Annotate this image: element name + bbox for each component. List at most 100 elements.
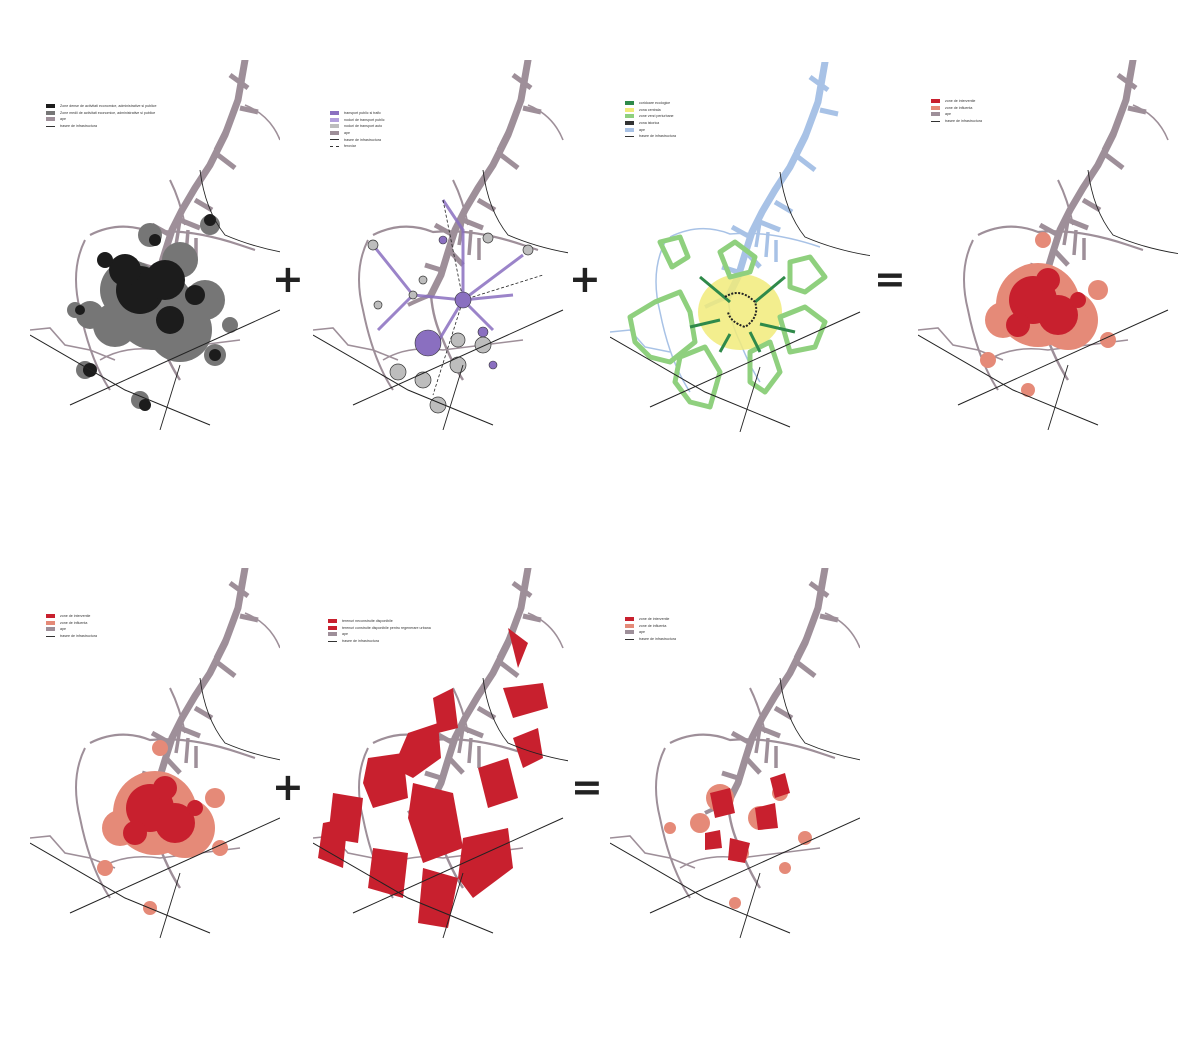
legend-entry: coridoare ecologice [625,100,676,107]
legend-entry: noduri de transport public [330,117,385,124]
legend-label: zone de influenta [60,620,88,625]
legend-entry: ape [46,116,156,123]
legend-entry: trasee de infrastructura [931,118,982,125]
legend-entry: trasee de infrastructura [625,636,676,643]
density-map-legend: Zone dense de activitati economice, admi… [46,103,156,129]
legend-label: ape [344,131,350,136]
legend-label: trasee de infrastructura [342,639,379,644]
legend-entry: trasee de infrastructura [46,123,156,130]
legend-label: zone de interventie [945,99,976,104]
legend-label: ape [60,117,66,122]
legend-swatch [625,121,634,126]
legend-line-symbol [46,635,55,637]
legend-entry: trasee de infrastructura [46,633,97,640]
legend-line-symbol [330,145,339,147]
final-map-graphic [610,568,860,939]
equals-operator-2: = [571,765,603,809]
legend-swatch [328,632,337,637]
legend-entry: zone de influenta [931,105,982,112]
result-map-copy-graphic [30,568,280,939]
density-map-graphic [30,60,280,430]
legend-entry: Zone dense de activitati economice, admi… [46,103,156,110]
legend-entry: zona istorica [625,120,676,127]
legend-swatch [931,99,940,104]
legend-label: trasee de infrastructura [945,119,982,124]
legend-label: zone de influenta [639,623,667,628]
legend-label: noduri de transport public [344,117,385,122]
legend-swatch [931,105,940,110]
final-map-panel: zone de interventie zone de influenta ape t… [610,568,860,940]
legend-swatch [328,625,337,630]
legend-line-symbol [625,135,634,137]
legend-swatch [931,112,940,117]
legend-entry: Zone medii de activitati economice, admi… [46,110,156,117]
legend-entry: zona centrala [625,107,676,114]
legend-entry: feroviar [330,143,385,150]
legend-label: coridoare ecologice [639,101,671,106]
legend-label: ape [342,632,348,637]
legend-swatch [46,614,55,619]
legend-label: ape [639,630,645,635]
legend-entry: noduri de transport auto [330,123,385,130]
legend-entry: trasee de infrastructura [328,638,431,645]
legend-entry: ape [330,130,385,137]
result-map-copy-legend: zone de interventie zone de influenta ape t… [46,613,97,639]
legend-entry: ape [328,631,431,638]
legend-entry: zone verzi periurbane [625,113,676,120]
plus-operator-1: + [272,257,304,301]
legend-swatch [46,104,55,109]
legend-line-symbol [328,640,337,642]
legend-entry: ape [625,126,676,133]
vacant-land-map-legend: terenuri neconstruite disponibile terenur… [328,618,431,644]
equals-operator-1: = [874,257,906,301]
legend-line-symbol [330,139,339,141]
legend-label: terenuri construite disponibile pentru r… [342,625,431,630]
legend-swatch [330,131,339,136]
transport-map-legend: transport public si trafic noduri de tran… [330,110,385,150]
legend-entry: transport public si trafic [330,110,385,117]
legend-label: zone de influenta [945,105,973,110]
legend-line-symbol [931,120,940,122]
result-map-graphic [918,60,1178,430]
legend-swatch [46,110,55,115]
result-map-panel: zone de interventie zone de influenta ape t… [918,60,1178,430]
legend-entry: terenuri construite disponibile pentru r… [328,625,431,632]
legend-swatch [625,617,634,622]
legend-entry: ape [931,111,982,118]
legend-label: trasee de infrastructura [639,637,676,642]
transport-map-panel: transport public si trafic noduri de tran… [313,60,568,430]
legend-line-symbol [46,125,55,127]
legend-label: trasee de infrastructura [60,634,97,639]
legend-swatch [625,107,634,112]
legend-label: zona istorica [639,121,660,126]
legend-line-symbol [625,638,634,640]
legend-swatch [330,124,339,129]
legend-label: ape [945,112,951,117]
legend-label: transport public si trafic [344,111,381,116]
legend-label: terenuri neconstruite disponibile [342,619,393,624]
green-map-panel: coridoare ecologice zona centrala zone ver… [610,62,870,432]
legend-label: ape [639,127,645,132]
legend-entry: trasee de infrastructura [625,133,676,140]
plus-operator-3: + [272,765,304,809]
legend-label: zone de interventie [639,617,670,622]
vacant-land-map-graphic [313,568,568,939]
legend-label: Zone dense de activitati economice, admi… [60,104,157,109]
legend-label: zona centrala [639,107,661,112]
legend-label: trasee de infrastructura [639,134,676,139]
plus-operator-2: + [569,257,601,301]
legend-entry: ape [46,626,97,633]
legend-entry: terenuri neconstruite disponibile [328,618,431,625]
legend-label: trasee de infrastructura [344,137,381,142]
legend-swatch [625,101,634,106]
legend-entry: ape [625,629,676,636]
legend-swatch [625,630,634,635]
legend-entry: trasee de infrastructura [330,136,385,143]
legend-swatch [625,623,634,628]
legend-label: Zone medii de activitati economice, admi… [60,110,156,115]
green-map-legend: coridoare ecologice zona centrala zone ver… [625,100,676,140]
legend-entry: zone de interventie [625,616,676,623]
legend-swatch [330,117,339,122]
legend-entry: zone de interventie [931,98,982,105]
legend-entry: zone de influenta [46,620,97,627]
